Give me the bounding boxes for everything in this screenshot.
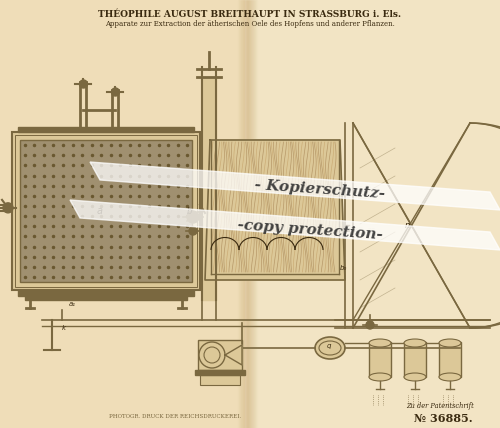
Bar: [250, 0, 251, 428]
Bar: [20, 140, 192, 282]
Bar: [25, 296, 187, 300]
Polygon shape: [90, 162, 500, 210]
Bar: [369, 342, 391, 377]
Text: q: q: [327, 343, 332, 349]
Ellipse shape: [369, 339, 391, 347]
Text: b: b: [187, 207, 192, 216]
Bar: [247, 0, 248, 428]
Bar: [253, 0, 254, 428]
Circle shape: [199, 342, 225, 368]
Bar: [242, 0, 243, 428]
Text: Zu der Patentschrift: Zu der Patentschrift: [406, 402, 474, 410]
Polygon shape: [70, 200, 500, 250]
Circle shape: [366, 321, 374, 329]
Bar: [252, 0, 253, 428]
Bar: [238, 0, 239, 428]
Text: k: k: [62, 325, 66, 331]
Bar: [240, 0, 241, 428]
Circle shape: [112, 88, 120, 96]
Bar: [15, 135, 197, 287]
Text: - Kopierschutz-: - Kopierschutz-: [254, 178, 386, 202]
Ellipse shape: [369, 373, 391, 381]
Circle shape: [187, 211, 199, 223]
Bar: [246, 0, 247, 428]
Ellipse shape: [439, 339, 461, 347]
Text: PHOTOGR. DRUCK DER REICHSDRUCKEREI.: PHOTOGR. DRUCK DER REICHSDRUCKEREI.: [109, 413, 241, 419]
Text: -copy protection-: -copy protection-: [237, 218, 383, 242]
Bar: [255, 0, 256, 428]
Circle shape: [80, 80, 88, 88]
Bar: [404, 342, 426, 377]
Text: b₀: b₀: [340, 265, 347, 271]
Text: a₁: a₁: [68, 301, 75, 307]
Ellipse shape: [404, 373, 426, 381]
Bar: [239, 0, 240, 428]
Circle shape: [189, 227, 197, 235]
Bar: [245, 0, 246, 428]
Text: № 36885.: № 36885.: [414, 413, 472, 423]
Text: THÉOPHILE AUGUST BREITHAUPT IN STRASSBURG i. Els.: THÉOPHILE AUGUST BREITHAUPT IN STRASSBUR…: [98, 9, 402, 18]
Bar: [18, 127, 194, 132]
Circle shape: [3, 203, 13, 213]
Bar: [439, 342, 461, 377]
Bar: [245, 0, 500, 428]
Bar: [18, 290, 194, 296]
Text: a: a: [96, 206, 102, 216]
Bar: [198, 340, 242, 370]
Bar: [202, 77, 216, 300]
Ellipse shape: [439, 373, 461, 381]
Polygon shape: [225, 345, 242, 365]
Text: Apparate zur Extraction der ätherischen Oele des Hopfens und anderer Pflanzen.: Apparate zur Extraction der ätherischen …: [105, 20, 395, 28]
Bar: [248, 0, 249, 428]
Bar: [12, 132, 200, 290]
Bar: [195, 370, 245, 375]
Bar: [244, 0, 245, 428]
Bar: [251, 0, 252, 428]
Bar: [243, 0, 244, 428]
Bar: [12, 132, 200, 290]
Bar: [200, 375, 240, 385]
Bar: [241, 0, 242, 428]
Ellipse shape: [404, 339, 426, 347]
Bar: [254, 0, 255, 428]
Text: n: n: [405, 221, 410, 230]
Bar: [20, 140, 192, 282]
Bar: [249, 0, 250, 428]
Bar: [256, 0, 257, 428]
Polygon shape: [205, 140, 345, 280]
Ellipse shape: [315, 337, 345, 359]
